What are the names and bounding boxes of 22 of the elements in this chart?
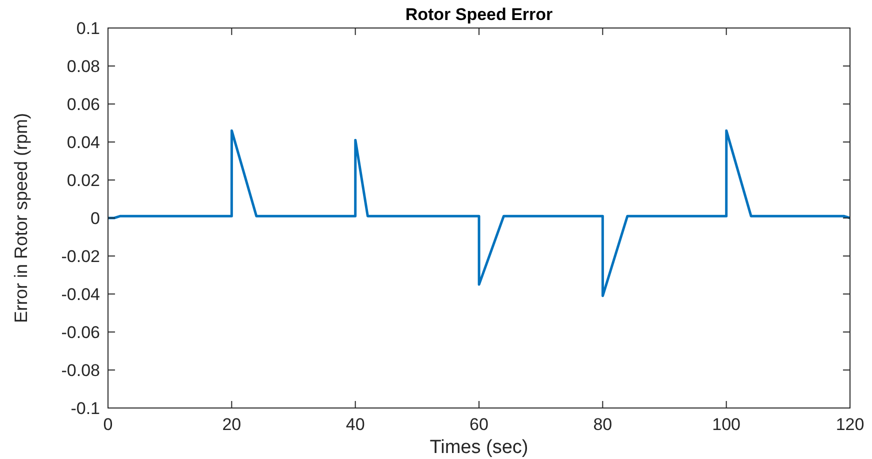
line-series bbox=[106, 129, 852, 298]
x-tick-label: 100 bbox=[712, 415, 741, 434]
y-tick-label: 0.06 bbox=[66, 95, 100, 114]
y-tick-label: 0.04 bbox=[66, 133, 100, 152]
y-tick-label: 0.1 bbox=[76, 19, 100, 38]
chart-title: Rotor Speed Error bbox=[405, 5, 554, 24]
y-tick-label: -0.1 bbox=[70, 399, 100, 418]
x-tick-label: 80 bbox=[593, 415, 612, 434]
x-tick-label: 40 bbox=[346, 415, 365, 434]
x-tick-label: 20 bbox=[222, 415, 242, 434]
y-tick-label: -0.04 bbox=[61, 285, 100, 304]
x-axis-title: Times (sec) bbox=[430, 437, 528, 458]
y-tick-label: 0 bbox=[90, 209, 100, 228]
y-tick-label: 0.02 bbox=[66, 171, 100, 190]
y-tick-label: 0.08 bbox=[66, 57, 100, 76]
x-tick-label: 120 bbox=[836, 415, 864, 434]
x-tick-label: 0 bbox=[103, 415, 113, 434]
y-tick-label: -0.02 bbox=[61, 247, 100, 266]
y-tick-label: -0.08 bbox=[61, 361, 100, 380]
x-tick-label: 60 bbox=[470, 415, 488, 434]
y-tick-label: -0.06 bbox=[61, 323, 100, 342]
y-axis-title: Error in Rotor speed (rpm) bbox=[11, 112, 31, 324]
